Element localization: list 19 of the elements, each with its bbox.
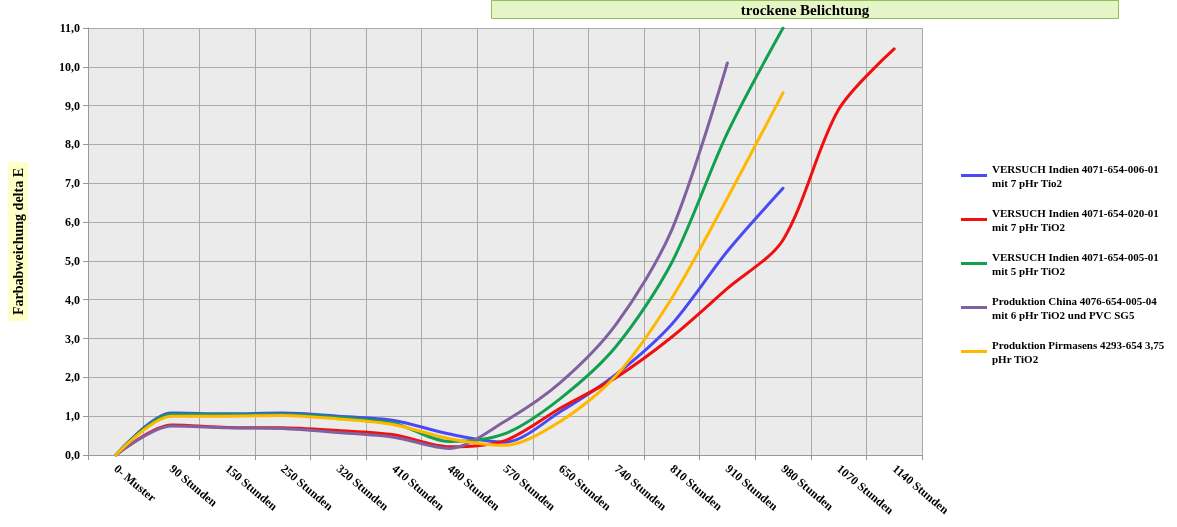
y-tick-label: 9,0 xyxy=(65,98,80,113)
y-tick-label: 1,0 xyxy=(65,409,80,424)
y-tick-label: 0,0 xyxy=(65,448,80,462)
chart-title: trockene Belichtung xyxy=(740,1,870,18)
legend-label: VERSUCH Indien 4071-654-020-01 mit 7 pHr TiO2 xyxy=(992,206,1162,233)
y-tick-label: 6,0 xyxy=(65,215,80,230)
y-tick-label: 3,0 xyxy=(65,331,80,346)
legend-label: Produktion Pirmasens 4293-654 3,75 pHr TiO2 xyxy=(992,338,1167,365)
y-tick-label: 11,0 xyxy=(59,21,80,35)
y-tick-label: 4,0 xyxy=(65,292,80,307)
y-axis-title: Farbabweichung delta E xyxy=(10,167,26,316)
y-tick-label: 2,0 xyxy=(65,370,80,385)
legend-label: Produktion China 4076-654-005-04 mit 6 pHr TiO2 und PVC SG5 xyxy=(992,294,1160,321)
legend-label: VERSUCH Indien 4071-654-006-01 mit 7 pHr Tio2 xyxy=(992,162,1162,189)
y-tick-label: 10,0 xyxy=(59,59,80,74)
y-tick-label: 5,0 xyxy=(65,253,80,268)
y-tick-label: 8,0 xyxy=(65,137,80,152)
legend-label: VERSUCH Indien 4071-654-005-01 mit 5 pHr TiO2 xyxy=(992,250,1162,277)
y-tick-label: 7,0 xyxy=(65,176,80,191)
